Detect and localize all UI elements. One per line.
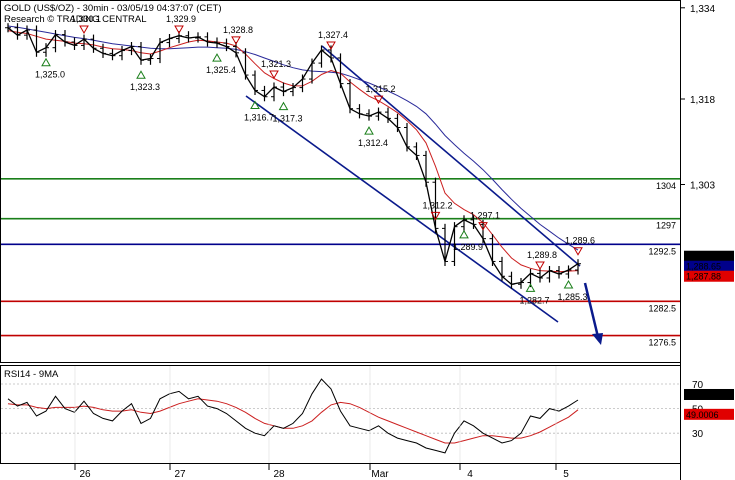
- swing-low-marker: [278, 101, 289, 111]
- price-line: [7, 27, 579, 285]
- swing-high-marker: [430, 211, 441, 221]
- rsi-ma-line: [7, 398, 579, 444]
- projection-arrow: [583, 282, 600, 338]
- y-tick-label: 1,303: [690, 181, 715, 192]
- swing-high-label: 1,289.6: [565, 236, 595, 246]
- swing-low-label: 1,323.3: [130, 82, 160, 92]
- rsi-tick-label: 70: [692, 380, 704, 391]
- rsi-tag: [684, 408, 734, 420]
- swing-high-label: 1,315.2: [365, 84, 395, 94]
- level-label: 1297: [656, 221, 676, 231]
- price-series: [5, 23, 581, 289]
- rsi-tick-label: 30: [692, 429, 704, 440]
- price-tag-label: 1,288.65: [686, 262, 721, 272]
- swing-low-label: 1,289.9: [453, 242, 483, 252]
- swing-high-label: 1,327.4: [318, 30, 348, 40]
- swing-low-label: 1,317.3: [272, 114, 302, 124]
- chart-source: Research © TRADING CENTRAL: [4, 14, 147, 25]
- swing-high-label: 1,330.1: [71, 14, 101, 24]
- swing-low-label: 1,282.7: [519, 295, 549, 305]
- swing-low-marker: [250, 100, 260, 109]
- price-tag: [684, 250, 734, 262]
- projection-arrowhead: [592, 333, 603, 345]
- x-tick-label: 5: [563, 469, 569, 480]
- swing-low-label: 1,312.4: [358, 138, 388, 148]
- price-tag: [684, 260, 734, 272]
- swing-low-label: 1,285.3: [557, 292, 587, 302]
- swing-high-label: 1,297.1: [470, 211, 500, 221]
- swing-low-label: 1,325.0: [35, 70, 65, 80]
- chart-title: GOLD (US$/OZ) - 30min - 03/05/19 04:37:0…: [4, 3, 222, 14]
- price-tag: [684, 270, 734, 282]
- level-label: 1304: [656, 181, 676, 191]
- annotations: 1,330.1 1,329.9 1,328.8 1,327.4 1,321.3 1,315…: [35, 14, 595, 305]
- swing-low-marker: [212, 53, 222, 62]
- swing-high-label: 1,289.8: [527, 250, 557, 260]
- swing-high-label: 1,312.2: [422, 200, 452, 210]
- x-tick-label: 28: [273, 469, 285, 480]
- y-tick-label: 1,334: [690, 4, 715, 15]
- trend-channel: [245, 45, 581, 323]
- y-tick-label: 1,318: [690, 95, 715, 106]
- swing-low-marker: [136, 70, 146, 79]
- swing-high-marker: [326, 41, 336, 50]
- swing-low-marker: [364, 126, 374, 135]
- swing-high-marker: [79, 25, 89, 35]
- swing-low-label: 1,325.4: [206, 65, 236, 75]
- x-tick-label: 4: [467, 469, 473, 480]
- swing-low-marker: [41, 57, 51, 67]
- rsi-title: RSI14 - 9MA: [4, 369, 59, 380]
- level-label: 1282.5: [648, 303, 676, 313]
- price-tag-label: 1,287.88: [686, 272, 721, 282]
- level-label: 1276.5: [648, 338, 676, 348]
- rsi-line: [7, 378, 579, 454]
- level-label: 1292.5: [648, 246, 676, 256]
- swing-high-marker: [174, 25, 184, 35]
- x-tick-label: 26: [79, 469, 91, 480]
- swing-low-marker: [459, 229, 469, 239]
- x-tick-label: 27: [174, 469, 186, 480]
- ma-slow-line: [7, 25, 579, 251]
- swing-low-marker: [563, 279, 574, 289]
- price-tag-label: 1,289.01: [686, 252, 721, 262]
- channel-lower: [245, 95, 559, 323]
- rsi-tag-label: 56.9656: [686, 390, 719, 400]
- channel-upper: [321, 45, 581, 267]
- rsi-pane: [0, 365, 681, 464]
- swing-low-marker: [525, 283, 536, 292]
- swing-high-marker: [535, 261, 545, 270]
- swing-low-label: 1,316.7: [244, 112, 274, 122]
- swing-high-marker: [269, 70, 279, 80]
- levels-layer: 1304 1297 1292.5 1282.5 1276.5: [1, 178, 680, 348]
- swing-high-marker: [478, 222, 488, 231]
- rsi-tag: [684, 388, 734, 400]
- price-tags: 1,289.011,288.651,287.88 56.9656 49.0006: [684, 250, 734, 420]
- x-tick-label: Mar: [371, 469, 389, 480]
- swing-high-marker: [231, 36, 241, 45]
- swing-high-marker: [573, 247, 583, 256]
- swing-high-label: 1,328.8: [223, 25, 253, 35]
- rsi-tag-label: 49.0006: [686, 410, 719, 420]
- swing-high-label: 1,329.9: [166, 14, 196, 24]
- swing-high-label: 1,321.3: [261, 59, 291, 69]
- swing-high-marker: [373, 95, 384, 105]
- rsi-series: [1, 378, 680, 454]
